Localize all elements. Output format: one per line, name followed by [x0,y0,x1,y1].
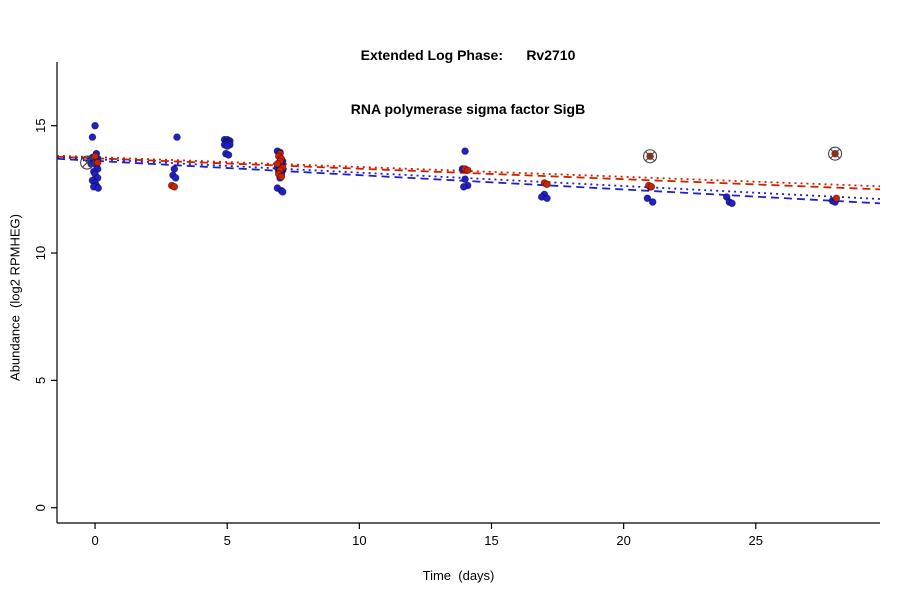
data-point-red [647,183,656,191]
x-axis-tick-label: 25 [749,533,763,548]
data-point-blue [171,174,180,182]
data-point-red [277,172,286,181]
chart-title: Extended Log Phase: Rv2710 RNA polymeras… [0,10,900,154]
x-axis-tick-label: 5 [224,533,231,548]
data-point-red [273,160,282,168]
chart-title-line1: Extended Log Phase: Rv2710 [360,47,576,63]
y-axis-label: Abundance (log2 RPMHEG) [7,214,23,381]
data-point-blue [461,147,469,155]
trend-line-red-dashed [56,155,881,191]
y-axis-tick-label: 5 [33,377,48,384]
flagged-point-x [82,157,93,168]
data-point-red [91,152,99,161]
data-point-blue [461,175,469,183]
chart-title-line2: RNA polymerase sigma factor SigB [350,101,586,117]
flagged-point-circle [828,146,843,161]
x-axis-tick-label: 15 [484,533,498,548]
flagged-point-x [645,151,656,162]
data-point-blue [224,151,233,159]
data-point-blue [91,121,99,130]
data-point-red [93,158,102,167]
x-axis-tick-label: 0 [91,533,98,548]
flagged-point-x [830,148,841,159]
data-point-red [170,183,179,191]
data-point-blue [728,199,736,208]
data-point-blue [648,198,657,206]
data-point-red [543,180,551,189]
x-axis-tick-label: 20 [616,533,630,548]
y-axis-tick-label: 15 [33,118,48,132]
flagged-point-circle [80,155,95,170]
data-point-blue [173,133,181,141]
x-axis-tick-label: 10 [352,533,366,548]
data-point-blue [223,142,232,150]
data-point-blue [543,194,551,203]
data-point-blue [88,133,97,141]
data-point-blue [94,184,103,192]
y-axis-tick-label: 0 [33,504,48,511]
data-point-red [463,166,472,175]
y-axis-tick-label: 10 [33,246,48,260]
data-point-blue [459,183,468,191]
data-point-red [832,194,841,203]
trend-line-blue-dashed [56,157,881,205]
data-point-blue [170,165,179,173]
data-point-blue [643,194,652,203]
flagged-point-circle [643,149,658,164]
data-point-blue [278,188,287,196]
x-axis-label: Time (days) [422,568,495,583]
